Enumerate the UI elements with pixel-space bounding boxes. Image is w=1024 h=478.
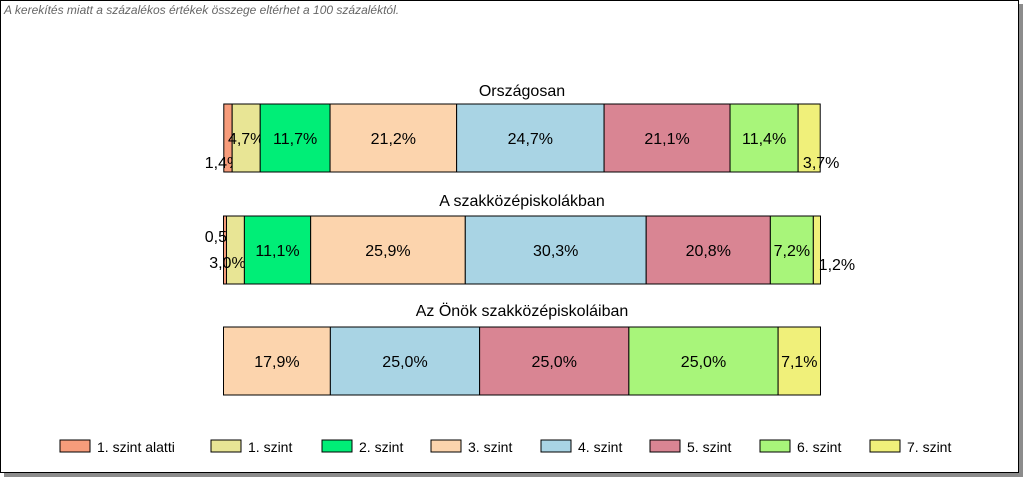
bar-segment: [797, 103, 821, 173]
data-label: 1,2%: [819, 257, 855, 274]
bar-segment: [729, 103, 799, 173]
legend-swatch: [869, 439, 901, 453]
legend-label: 3. szint: [468, 439, 512, 455]
legend-swatch: [430, 439, 462, 453]
data-label: 7,2%: [774, 243, 810, 260]
bar-segment: [769, 215, 814, 285]
bar-segment: [464, 215, 647, 285]
legend-label: 6. szint: [797, 439, 841, 455]
bar-segment: [777, 326, 821, 396]
legend-swatch: [759, 439, 791, 453]
category-title: A szakközépiskolákban: [439, 193, 604, 210]
bar-segment: [259, 103, 331, 173]
legend-label: 5. szint: [687, 439, 731, 455]
data-label: 17,9%: [254, 354, 299, 371]
data-label: 7,1%: [781, 354, 817, 371]
bar-segment: [456, 103, 605, 173]
category-title: Országosan: [479, 83, 565, 100]
data-label: 3,7%: [803, 155, 839, 172]
bar-segment: [310, 215, 466, 285]
bar-segment: [329, 103, 458, 173]
data-label: 11,4%: [742, 131, 786, 148]
bar-segment: [645, 215, 771, 285]
data-label: 11,7%: [273, 131, 317, 148]
data-label: 25,9%: [365, 243, 410, 260]
legend-label: 1. szint alatti: [97, 439, 175, 455]
data-label: 3,0%: [209, 255, 245, 272]
rounding-note: A kerekítés miatt a százalékos értékek ö…: [4, 3, 400, 17]
legend-label: 4. szint: [578, 439, 622, 455]
bar-segment: [243, 215, 312, 285]
bar-segment: [628, 326, 779, 396]
data-label: 25,0%: [532, 354, 577, 371]
legend-swatch: [540, 439, 572, 453]
data-label: 25,0%: [681, 354, 726, 371]
legend-swatch: [210, 439, 242, 453]
bar-segment: [812, 215, 821, 285]
data-label: 30,3%: [533, 243, 578, 260]
legend-swatch: [321, 439, 353, 453]
legend-label: 1. szint: [248, 439, 292, 455]
bar-segment: [223, 326, 331, 396]
bar-segment: [225, 215, 245, 285]
data-label: 21,2%: [371, 131, 416, 148]
data-label: 21,1%: [644, 131, 689, 148]
frame-shadow-bottom: [4, 473, 1023, 477]
legend-label: 2. szint: [359, 439, 403, 455]
legend-swatch: [59, 439, 91, 453]
category-title: Az Önök szakközépiskoláiban: [416, 302, 629, 320]
data-label: 20,8%: [686, 243, 731, 260]
bar-segment: [603, 103, 731, 173]
data-label: 24,7%: [508, 131, 553, 148]
bar-segment: [329, 326, 481, 396]
data-label: 4,7%: [228, 131, 264, 148]
bar-segment: [231, 103, 261, 173]
bar-segment: [479, 326, 630, 396]
legend-swatch: [649, 439, 681, 453]
data-label: 11,1%: [255, 243, 299, 260]
legend-label: 7. szint: [907, 439, 951, 455]
data-label: 25,0%: [382, 354, 427, 371]
frame-shadow-right: [1019, 4, 1023, 477]
